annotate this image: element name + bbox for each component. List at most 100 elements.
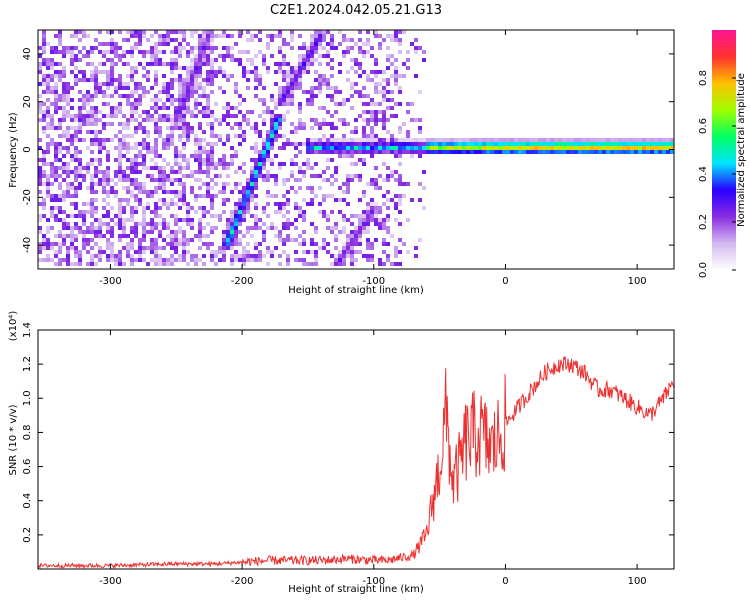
spectrogram-cell <box>242 218 246 222</box>
spectrogram-cell <box>378 34 382 38</box>
spectrogram-cell <box>322 214 326 218</box>
spectrogram-cell <box>186 126 190 130</box>
spectrogram-cell <box>66 262 70 266</box>
spectrogram-cell <box>650 150 654 154</box>
spectrogram-cell <box>182 78 186 82</box>
spectrogram-cell <box>302 250 306 254</box>
spectrogram-cell <box>306 46 310 50</box>
spectrogram-cell <box>242 66 246 70</box>
spectrogram-cell <box>154 150 158 154</box>
spectrogram-cell <box>366 222 370 226</box>
spectrogram-cell <box>70 234 74 238</box>
spectrogram-cell <box>246 70 250 74</box>
spectrogram-cell <box>378 226 382 230</box>
spectrogram-cell <box>314 230 318 234</box>
spectrogram-cell <box>286 210 290 214</box>
spectrogram-cell <box>58 174 62 178</box>
spectrogram-cell <box>118 258 122 262</box>
spectrogram-cell <box>366 242 370 246</box>
spectrogram-cell <box>318 246 322 250</box>
spectrogram-cell <box>382 94 386 98</box>
spectrogram-cell <box>314 226 318 230</box>
spectrogram-cell <box>70 62 74 66</box>
spectrogram-cell <box>294 126 298 130</box>
spectrogram-cell <box>282 62 286 66</box>
spectrogram-cell <box>106 70 110 74</box>
spectrogram-cell <box>270 254 274 258</box>
spectrogram-cell <box>278 122 282 126</box>
spectrogram-cell <box>218 54 222 58</box>
spectrogram-cell <box>298 210 302 214</box>
spectrogram-cell <box>310 186 314 190</box>
spectrogram-cell <box>154 50 158 54</box>
spectrogram-cell <box>346 246 350 250</box>
spectrogram-cell <box>102 198 106 202</box>
spectrogram-cell <box>158 246 162 250</box>
spectrogram-cell <box>658 138 662 142</box>
spectrogram-cell <box>42 154 46 158</box>
spectrogram-cell <box>234 86 238 90</box>
spectrogram-cell <box>514 146 518 150</box>
spectrogram-cell <box>134 194 138 198</box>
spectrogram-cell <box>182 234 186 238</box>
spectrogram-cell <box>50 46 54 50</box>
spectrogram-cell <box>606 138 610 142</box>
spectrogram-cell <box>242 138 246 142</box>
spectrogram-cell <box>546 150 550 154</box>
spectrogram-cell <box>142 34 146 38</box>
spectrogram-cell <box>262 122 266 126</box>
spectrogram-cell <box>418 126 422 130</box>
spectrogram-cell <box>330 94 334 98</box>
spectrogram-cell <box>406 102 410 106</box>
spectrogram-cell <box>370 246 374 250</box>
spectrogram-cell <box>382 178 386 182</box>
spectrogram-cell <box>78 226 82 230</box>
spectrogram-cell <box>334 238 338 242</box>
spectrogram-cell <box>162 106 166 110</box>
spectrogram-cell <box>74 74 78 78</box>
spectrogram-cell <box>114 222 118 226</box>
spectrogram-cell <box>74 158 78 162</box>
spectrogram-cell <box>182 126 186 130</box>
spectrogram-cell <box>310 42 314 46</box>
spectrogram-cell <box>322 118 326 122</box>
spectrogram-cell <box>382 218 386 222</box>
spectrogram-cell <box>154 106 158 110</box>
spectrogram-cell <box>282 134 286 138</box>
spectrogram-cell <box>286 82 290 86</box>
spectrogram-cell <box>298 54 302 58</box>
spectrogram-cell <box>354 142 358 146</box>
spectrogram-cell <box>42 182 46 186</box>
spectrogram-cell <box>370 102 374 106</box>
spectrogram-cell <box>246 242 250 246</box>
spectrogram-cell <box>134 250 138 254</box>
spectrogram-cell <box>122 186 126 190</box>
spectrogram-cell <box>210 226 214 230</box>
spectrogram-cell <box>54 158 58 162</box>
spectrogram-cell <box>354 258 358 262</box>
spectrogram-cell <box>254 214 258 218</box>
spectrogram-cell <box>246 50 250 54</box>
spectrogram-cell <box>318 210 322 214</box>
spectrogram-cell <box>142 230 146 234</box>
spectrogram-cell <box>254 158 258 162</box>
spectrogram-cell <box>186 98 190 102</box>
spectrogram-cell <box>362 222 366 226</box>
spectrogram-cell <box>170 142 174 146</box>
spectrogram-cell <box>310 150 314 154</box>
spectrogram-cell <box>50 246 54 250</box>
spectrogram-cell <box>170 230 174 234</box>
spectrogram-cell <box>170 170 174 174</box>
spectrogram-cell <box>286 78 290 82</box>
spectrogram-cell <box>330 210 334 214</box>
spectrogram-cell <box>90 94 94 98</box>
spectrogram-cell <box>262 178 266 182</box>
spectrogram-cell <box>162 38 166 42</box>
spectrogram-cell <box>278 202 282 206</box>
spectrogram-cell <box>254 70 258 74</box>
spectrogram-cell <box>146 206 150 210</box>
spectrogram-cell <box>198 110 202 114</box>
spectrogram-cell <box>190 174 194 178</box>
spectrogram-cell <box>130 94 134 98</box>
spectrogram-cell <box>74 34 78 38</box>
